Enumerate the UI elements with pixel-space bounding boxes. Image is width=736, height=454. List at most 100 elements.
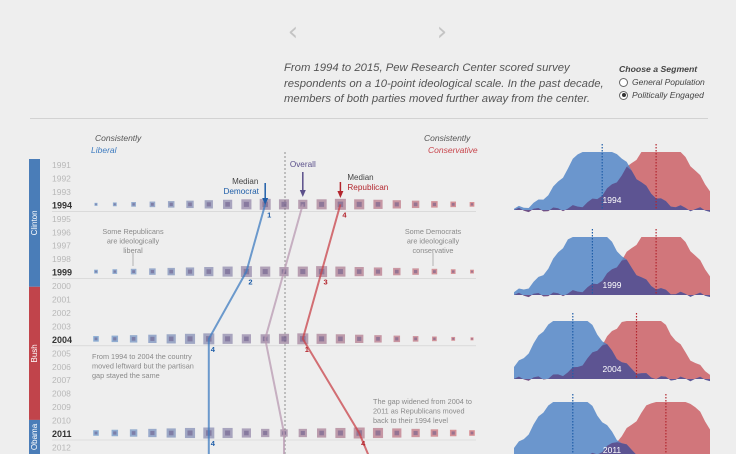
overall-median-line bbox=[264, 204, 304, 454]
distribution-year-label: 1994 bbox=[603, 195, 622, 205]
democrat-distribution bbox=[514, 402, 636, 454]
scale-square-inner bbox=[95, 270, 97, 273]
scale-square-inner bbox=[95, 203, 97, 206]
president-band bbox=[29, 419, 40, 454]
scale-square-inner bbox=[187, 430, 193, 436]
next-arrow-icon[interactable]: › bbox=[436, 17, 448, 47]
scale-label-left: Consistently bbox=[95, 133, 142, 143]
distribution-year-label: 2004 bbox=[603, 364, 622, 374]
year-label: 1994 bbox=[52, 200, 72, 210]
scale-square-inner bbox=[94, 337, 98, 341]
democrat-median-value: 1 bbox=[267, 210, 271, 219]
scale-square-inner bbox=[394, 202, 399, 207]
republican-distribution bbox=[514, 237, 710, 298]
previous-arrow-icon[interactable]: ‹ bbox=[287, 17, 299, 47]
legend-republican: Republican bbox=[347, 183, 388, 192]
scale-label-left-bottom: Liberal bbox=[91, 145, 118, 155]
legend-median-dem: Median bbox=[232, 177, 258, 186]
president-label: Clinton bbox=[30, 210, 39, 235]
radio-engaged[interactable] bbox=[619, 90, 628, 100]
scale-square-inner bbox=[188, 202, 192, 207]
legend-democrat-arrowhead bbox=[262, 198, 269, 205]
scale-square-inner bbox=[168, 430, 174, 436]
scale-square-inner bbox=[300, 430, 305, 436]
overlap-distribution bbox=[514, 166, 710, 213]
scale-square-inner bbox=[206, 269, 212, 274]
scale-square-inner bbox=[433, 270, 436, 273]
annotation-leftward: moved leftward but the partisan bbox=[92, 362, 194, 371]
segment-title: Choose a Segment bbox=[619, 64, 698, 74]
scale-square-inner bbox=[300, 202, 306, 207]
scale-square-inner bbox=[94, 431, 98, 435]
annotation-dem-conservative: conservative bbox=[413, 246, 454, 255]
year-label: 2002 bbox=[52, 308, 71, 318]
scale-square-inner bbox=[262, 269, 268, 275]
legend-median-rep: Median bbox=[347, 173, 373, 182]
scale-square-inner bbox=[319, 336, 325, 342]
republican-distribution bbox=[590, 402, 710, 454]
scale-square-inner bbox=[113, 431, 117, 435]
democrat-distribution bbox=[514, 152, 710, 212]
year-label: 2004 bbox=[52, 335, 72, 345]
scale-square-inner bbox=[131, 337, 136, 341]
scale-square-inner bbox=[394, 430, 400, 436]
scale-square-inner bbox=[357, 336, 362, 341]
scale-square-inner bbox=[319, 201, 325, 207]
segment-option-label: Politically Engaged bbox=[632, 90, 704, 100]
scale-square-inner bbox=[225, 202, 230, 207]
divider bbox=[30, 118, 708, 119]
annotation-widened: back to their 1994 level bbox=[373, 416, 448, 425]
segment-option-general[interactable]: General Population bbox=[619, 77, 729, 87]
scale-square-inner bbox=[151, 202, 154, 206]
year-label: 2007 bbox=[52, 375, 71, 385]
scale-square-inner bbox=[452, 270, 455, 273]
year-label: 1995 bbox=[52, 214, 71, 224]
scale-square-inner bbox=[113, 337, 117, 341]
year-label: 1993 bbox=[52, 187, 71, 197]
scale-square-inner bbox=[452, 337, 455, 340]
scale-square-inner bbox=[432, 202, 437, 206]
overlap-distribution bbox=[514, 259, 710, 298]
republican-median-value: 3 bbox=[324, 278, 328, 287]
scale-square-inner bbox=[150, 269, 155, 274]
scale-square-inner bbox=[356, 269, 362, 274]
republican-median-line bbox=[301, 204, 370, 454]
scale-square-inner bbox=[168, 336, 174, 342]
scale-square-inner bbox=[281, 336, 287, 342]
distribution-year-label: 2011 bbox=[603, 445, 622, 454]
scale-square-inner bbox=[395, 337, 399, 341]
scale-square-inner bbox=[356, 201, 362, 207]
democrat-median-value: 4 bbox=[211, 345, 216, 354]
annotation-rep-liberal: are ideologically bbox=[107, 237, 160, 246]
scale-square-inner bbox=[432, 431, 437, 435]
annotation-dem-conservative: are ideologically bbox=[407, 237, 460, 246]
scale-square-inner bbox=[281, 201, 287, 207]
scale-square-inner bbox=[451, 431, 455, 435]
year-label: 1996 bbox=[52, 227, 71, 237]
scale-square-inner bbox=[338, 336, 343, 342]
scale-square-inner bbox=[113, 270, 116, 273]
year-label: 2006 bbox=[52, 362, 71, 372]
democrat-distribution bbox=[514, 237, 710, 297]
republican-distribution bbox=[514, 152, 710, 213]
scale-square-inner bbox=[471, 338, 473, 340]
radio-general[interactable] bbox=[619, 77, 628, 87]
year-label: 2008 bbox=[52, 389, 71, 399]
year-label: 2001 bbox=[52, 295, 71, 305]
scale-square-inner bbox=[337, 430, 343, 436]
scale-square-inner bbox=[206, 202, 211, 207]
scale-square-inner bbox=[225, 430, 231, 436]
legend-overall: Overall bbox=[290, 160, 316, 169]
year-label: 1998 bbox=[52, 254, 71, 264]
republican-median-value: 4 bbox=[342, 210, 347, 219]
scale-square-inner bbox=[244, 336, 249, 342]
scale-square-inner bbox=[470, 431, 474, 435]
republican-median-value: 1 bbox=[305, 345, 309, 354]
annotation-widened: The gap widened from 2004 to bbox=[373, 397, 472, 406]
distribution-year-label: 1999 bbox=[603, 280, 622, 290]
segment-option-engaged[interactable]: Politically Engaged bbox=[619, 90, 729, 100]
scale-square-inner bbox=[187, 269, 193, 274]
scale-square-inner bbox=[470, 203, 474, 206]
scale-square-inner bbox=[244, 430, 249, 436]
